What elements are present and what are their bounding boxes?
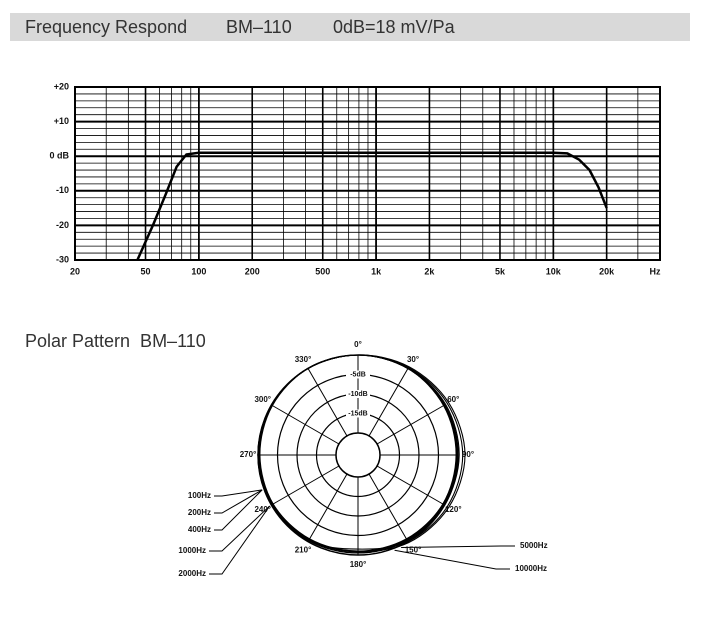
y-tick-label: -10 (56, 185, 69, 195)
angle-label: 150° (405, 545, 422, 554)
legend-leader (209, 505, 271, 552)
legend-leader (214, 489, 263, 497)
r-tick-label: -10dB (348, 391, 367, 398)
label-bg (346, 409, 370, 418)
angle-label: 180° (350, 560, 367, 569)
r-tick-label: -5dB (350, 371, 366, 378)
r-tick-label: -15dB (348, 410, 367, 417)
x-tick-label: 2k (424, 266, 435, 276)
x-unit: Hz (650, 266, 661, 276)
angle-label: 300° (254, 395, 271, 404)
legend-label: 200Hz (188, 508, 211, 517)
y-tick-label: +10 (54, 116, 69, 126)
header-bar (10, 13, 690, 41)
x-tick-label: 500 (315, 266, 330, 276)
x-tick-label: 20 (70, 266, 80, 276)
angle-label: 210° (295, 545, 312, 554)
legend-leader (401, 545, 515, 548)
legend-label: 400Hz (188, 525, 211, 534)
header-title: Frequency Respond (25, 17, 187, 37)
label-bg (346, 370, 370, 379)
x-tick-label: 20k (599, 266, 615, 276)
angle-label: 240° (254, 505, 271, 514)
legend-leader (214, 489, 263, 531)
y-tick-label: -30 (56, 254, 69, 264)
angle-label: 330° (295, 355, 312, 364)
angle-label: 90° (462, 450, 474, 459)
x-tick-label: 5k (495, 266, 506, 276)
legend-label: 10000Hz (515, 564, 547, 573)
polar-curve (257, 354, 466, 552)
angle-label: 270° (240, 450, 257, 459)
response-curve (136, 151, 608, 261)
angle-label: 30° (407, 355, 419, 364)
header-reference: 0dB=18 mV/Pa (333, 17, 456, 37)
x-tick-label: 10k (546, 266, 562, 276)
angle-label: 0° (354, 340, 362, 349)
y-tick-label: -20 (56, 220, 69, 230)
plot-border (74, 86, 661, 261)
x-tick-label: 100 (191, 266, 206, 276)
legend-label: 1000Hz (178, 546, 206, 555)
y-tick-label: +20 (54, 81, 69, 91)
legend-leader (394, 549, 510, 570)
header-model: BM–110 (226, 17, 292, 37)
inner-ring (335, 432, 381, 478)
x-tick-label: 200 (245, 266, 260, 276)
x-tick-label: 50 (141, 266, 151, 276)
legend-label: 5000Hz (520, 541, 548, 550)
angle-label: 120° (445, 505, 462, 514)
y-tick-label: 0 dB (49, 151, 69, 161)
label-bg (346, 390, 370, 398)
legend-label: 100Hz (188, 491, 211, 500)
polar-title: Polar Pattern BM–110 (25, 331, 206, 351)
angle-label: 60° (447, 395, 459, 404)
legend-leader (214, 489, 263, 514)
legend-label: 2000Hz (178, 569, 206, 578)
legend-leader (209, 505, 271, 575)
x-tick-label: 1k (371, 266, 382, 276)
